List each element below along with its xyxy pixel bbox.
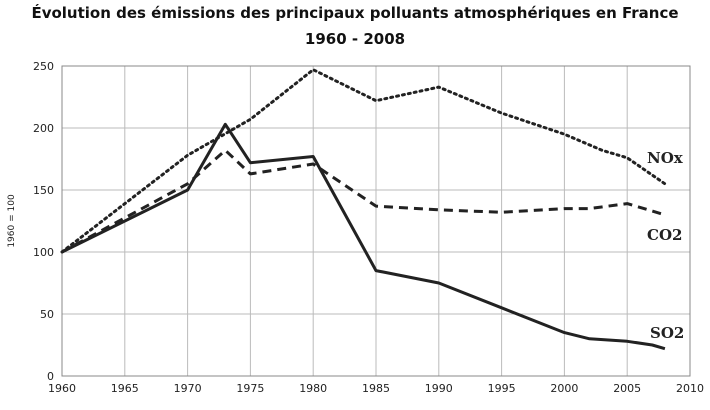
x-tick-label: 1960 <box>48 382 76 395</box>
y-axis-label: 1960 = 100 <box>7 194 17 248</box>
series-line-so2 <box>62 124 665 348</box>
x-tick-label: 1980 <box>299 382 327 395</box>
x-tick-label: 2010 <box>676 382 704 395</box>
y-tick-label: 250 <box>33 60 54 73</box>
x-tick-label: 1990 <box>425 382 453 395</box>
y-tick-label: 50 <box>40 308 54 321</box>
x-tick-label: 1975 <box>236 382 264 395</box>
y-tick-label: 0 <box>47 370 54 383</box>
series-label-so2: SO2 <box>650 324 684 342</box>
y-tick-label: 200 <box>33 122 54 135</box>
y-tick-label: 150 <box>33 184 54 197</box>
series-line-co2 <box>62 150 665 252</box>
series-label-nox: NOx <box>647 149 684 167</box>
x-tick-label: 2000 <box>550 382 578 395</box>
series-line-nox <box>62 70 665 252</box>
x-tick-label: 2005 <box>613 382 641 395</box>
x-tick-label: 1965 <box>111 382 139 395</box>
x-tick-label: 1995 <box>488 382 516 395</box>
x-tick-label: 1970 <box>174 382 202 395</box>
series-label-co2: CO2 <box>647 226 682 244</box>
x-tick-label: 1985 <box>362 382 390 395</box>
y-tick-label: 100 <box>33 246 54 259</box>
